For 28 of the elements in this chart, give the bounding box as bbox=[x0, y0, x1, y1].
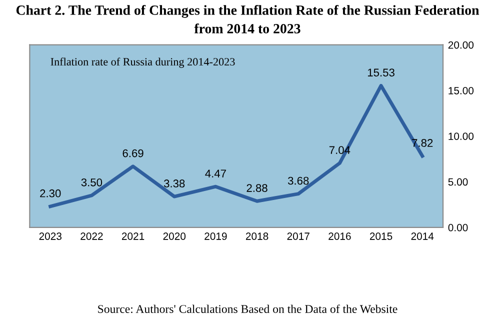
x-tick-label: 2021 bbox=[122, 232, 144, 240]
x-tick-label: 2015 bbox=[370, 232, 392, 240]
data-label: 15.53 bbox=[368, 68, 394, 76]
x-tick-label: 2018 bbox=[246, 232, 268, 240]
x-tick-label: 2016 bbox=[328, 232, 351, 240]
y-tick-label: 20.00 bbox=[448, 41, 474, 49]
data-label: 2.30 bbox=[40, 189, 61, 198]
chart-title: Chart 2. The Trend of Changes in the Inflation Rate of the Russian Federation from 2014 to 2023 bbox=[16, 4, 480, 34]
data-label: 3.38 bbox=[164, 180, 185, 188]
data-label: 2.88 bbox=[246, 184, 268, 192]
x-tick-label: 2017 bbox=[287, 232, 310, 240]
data-label: 4.47 bbox=[205, 170, 226, 178]
text: Inflation rate of Russia during 2014-2023 bbox=[50, 58, 235, 68]
y-tick-label: 15.00 bbox=[448, 86, 474, 94]
x-tick-label: 2014 bbox=[411, 232, 434, 240]
data-label: 7.82 bbox=[412, 139, 433, 147]
data-label: 7.04 bbox=[329, 146, 350, 154]
data-label: 3.68 bbox=[288, 176, 309, 185]
y-tick-label: 0.00 bbox=[448, 224, 468, 232]
x-tick-label: 2022 bbox=[80, 232, 103, 240]
data-label: 6.69 bbox=[122, 149, 144, 158]
y-tick-label: 10.00 bbox=[448, 132, 474, 140]
data-label: 3.50 bbox=[81, 178, 102, 186]
source-note: Source: Authors' Calculations Based on the Data of the Website bbox=[98, 304, 398, 314]
y-tick-label: 5.00 bbox=[448, 178, 468, 186]
x-tick-label: 2023 bbox=[39, 232, 62, 240]
x-tick-label: 2020 bbox=[163, 232, 186, 240]
x-tick-label: 2019 bbox=[204, 232, 227, 240]
